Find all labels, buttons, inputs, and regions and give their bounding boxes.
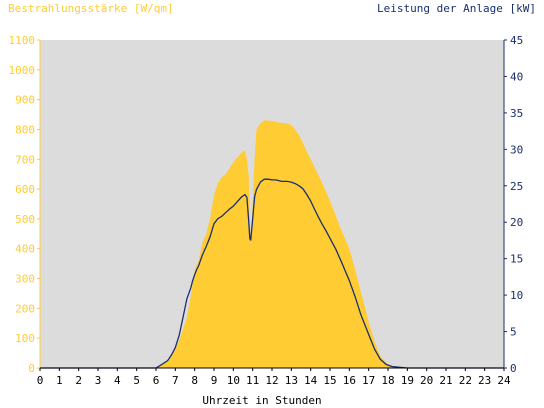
x-tick-label: 16	[343, 374, 356, 387]
x-tick-label: 13	[285, 374, 298, 387]
x-tick-label: 3	[95, 374, 102, 387]
left-tick-label: 300	[15, 273, 35, 286]
x-tick-label: 7	[172, 374, 179, 387]
left-tick-label: 100	[15, 332, 35, 345]
right-tick-label: 25	[510, 180, 523, 193]
x-tick-label: 6	[153, 374, 160, 387]
left-axis-title: Bestrahlungsstärke [W/qm]	[8, 2, 174, 15]
left-tick-label: 400	[15, 243, 35, 256]
right-axis-title: Leistung der Anlage [kW]	[377, 2, 536, 15]
x-tick-label: 18	[381, 374, 394, 387]
x-axis-title: Uhrzeit in Stunden	[202, 394, 321, 407]
power-line	[40, 178, 504, 369]
x-tick-label: 24	[497, 374, 511, 387]
x-tick-label: 2	[75, 374, 82, 387]
x-tick-label: 15	[323, 374, 336, 387]
x-tick-label: 9	[211, 374, 218, 387]
x-tick-label: 1	[56, 374, 63, 387]
right-tick-label: 30	[510, 143, 523, 156]
x-tick-label: 10	[227, 374, 240, 387]
left-tick-label: 900	[15, 94, 35, 107]
right-tick-label: 15	[510, 253, 523, 266]
right-tick-label: 20	[510, 216, 523, 229]
x-tick-label: 19	[401, 374, 414, 387]
left-tick-label: 700	[15, 153, 35, 166]
x-tick-label: 12	[265, 374, 278, 387]
left-tick-label: 200	[15, 302, 35, 315]
left-tick-label: 500	[15, 213, 35, 226]
x-tick-label: 14	[304, 374, 318, 387]
right-tick-label: 0	[510, 362, 517, 375]
left-tick-label: 0	[28, 362, 35, 375]
right-tick-label: 5	[510, 326, 517, 339]
left-tick-label: 1000	[9, 64, 36, 77]
right-tick-label: 45	[510, 34, 523, 47]
left-tick-label: 600	[15, 183, 35, 196]
irradiance-area	[40, 120, 504, 368]
x-tick-label: 17	[362, 374, 375, 387]
x-tick-label: 20	[420, 374, 433, 387]
right-tick-label: 10	[510, 289, 523, 302]
x-tick-label: 5	[133, 374, 140, 387]
x-tick-label: 0	[37, 374, 44, 387]
x-tick-label: 23	[478, 374, 491, 387]
left-tick-label: 800	[15, 123, 35, 136]
x-tick-label: 8	[191, 374, 198, 387]
left-tick-label: 1100	[9, 34, 36, 47]
right-tick-label: 35	[510, 107, 523, 120]
right-tick-label: 40	[510, 70, 523, 83]
x-tick-label: 4	[114, 374, 121, 387]
x-tick-label: 21	[439, 374, 452, 387]
x-tick-label: 22	[459, 374, 472, 387]
x-tick-label: 11	[246, 374, 259, 387]
